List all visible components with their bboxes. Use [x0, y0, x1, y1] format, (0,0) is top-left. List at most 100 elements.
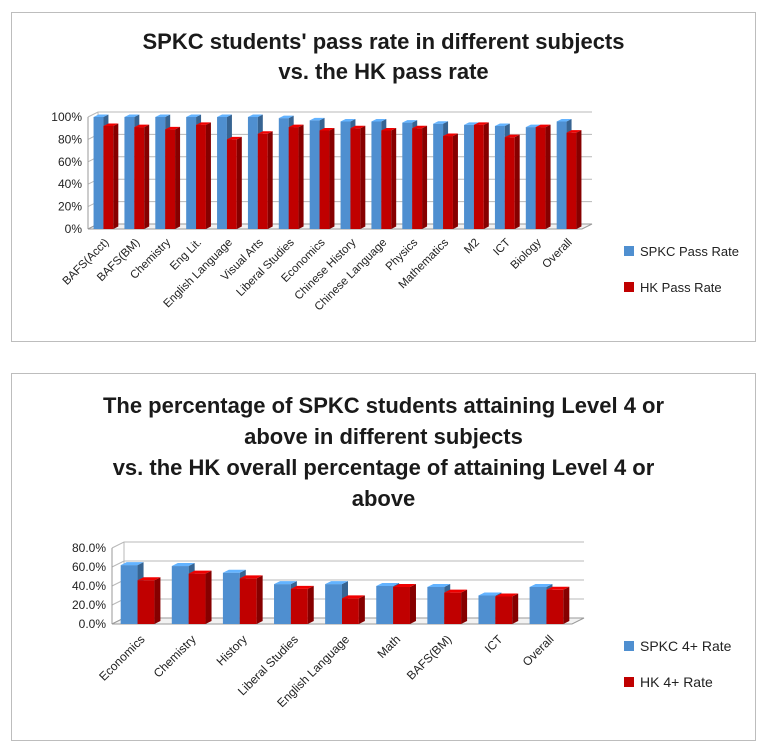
bar-front — [290, 588, 308, 624]
bar-top — [309, 117, 325, 121]
bar — [188, 570, 212, 624]
chart-legend: SPKC Pass Rate HK Pass Rate — [624, 241, 739, 313]
bar-side — [236, 136, 242, 229]
bar-side — [391, 127, 397, 229]
bar-top — [529, 583, 553, 587]
bar-front — [134, 127, 145, 229]
bar-top — [494, 123, 510, 126]
y-tick-label: 40% — [58, 177, 82, 191]
bar-top — [427, 583, 451, 587]
bar-top — [444, 589, 468, 593]
bar-front — [226, 139, 237, 229]
bar-top — [239, 575, 263, 579]
bar — [350, 125, 366, 229]
bar-top — [274, 581, 297, 585]
bar-front — [137, 580, 155, 624]
bar-front — [120, 565, 138, 624]
bar-side — [154, 577, 161, 624]
bar-front — [103, 125, 114, 229]
bar-front — [155, 117, 166, 229]
bar-top — [535, 124, 551, 128]
bar-top — [371, 118, 387, 122]
bar-front — [376, 586, 394, 624]
bar-front — [350, 128, 361, 229]
bar-top — [217, 114, 232, 117]
bar-front — [309, 120, 320, 229]
bar-front — [546, 589, 564, 624]
bar-front — [443, 136, 453, 229]
bar-side — [298, 124, 304, 229]
bar-front — [217, 117, 227, 229]
y-tick-label: 40.0% — [72, 579, 106, 593]
bar-front — [525, 127, 536, 229]
y-tick-label: 60.0% — [72, 560, 106, 574]
bar-top — [376, 583, 400, 586]
bar-front — [427, 586, 445, 624]
bar-top — [566, 130, 582, 133]
bar-front — [124, 117, 135, 229]
bar-top — [393, 583, 416, 587]
bar-front — [257, 133, 268, 229]
bar-side — [422, 125, 428, 229]
x-tick-label: Economics — [96, 632, 147, 683]
x-tick-label: BAFS(BM) — [404, 632, 454, 682]
bar-front — [381, 130, 392, 229]
bar — [257, 131, 273, 229]
y-tick-label: 80% — [58, 132, 82, 146]
bar-top — [186, 114, 202, 117]
bar-front — [504, 137, 515, 229]
bar-front — [371, 121, 382, 229]
bar-front — [535, 127, 546, 229]
bar-side — [514, 134, 520, 229]
bar-side — [205, 570, 212, 624]
bar-top — [278, 115, 294, 119]
bar — [342, 595, 365, 624]
x-tick-label: History — [214, 632, 250, 668]
bar-front — [222, 572, 240, 624]
bar — [546, 586, 570, 624]
bar-top — [525, 124, 541, 128]
bar-top — [478, 592, 502, 596]
bar — [393, 583, 416, 624]
y-tick-label: 0.0% — [79, 617, 107, 631]
bar-front — [566, 132, 577, 229]
bar-top — [93, 114, 109, 117]
bar-top — [350, 125, 366, 129]
bar — [288, 124, 304, 229]
bar-side — [175, 126, 181, 229]
bar-top — [325, 581, 348, 585]
bar-front — [319, 130, 330, 229]
y-tick-label: 0% — [65, 222, 83, 236]
bar-front — [464, 124, 474, 229]
bar-front — [340, 121, 351, 229]
chart-title-line: above in different subjects — [244, 424, 523, 449]
bar-top — [319, 127, 335, 131]
bar-front — [325, 584, 342, 624]
bar-side — [512, 593, 519, 624]
bar — [103, 123, 119, 229]
bar — [444, 589, 468, 624]
bar-top — [226, 136, 242, 140]
bar-side — [452, 133, 458, 229]
bar-front — [444, 592, 462, 624]
x-tick-label: Chemistry — [151, 632, 199, 680]
chart-title-line: vs. the HK overall percentage of attaini… — [112, 455, 655, 480]
bar — [137, 577, 161, 624]
bar-top — [137, 577, 161, 581]
bar-top — [433, 121, 449, 124]
bar — [443, 133, 458, 229]
gridline — [111, 541, 584, 549]
x-tick-label: ICT — [491, 237, 513, 259]
legend-item-hk: HK 4+ Rate — [624, 672, 731, 692]
bar-front — [239, 578, 257, 624]
bar-front — [288, 127, 299, 229]
bar-top — [134, 124, 150, 128]
bar-front — [494, 125, 505, 229]
bar-front — [402, 122, 413, 229]
bar — [495, 593, 519, 624]
chart-title-line: The percentage of SPKC students attainin… — [102, 393, 665, 418]
x-tick-label: ICT — [482, 632, 506, 656]
chart-title-line: above — [351, 486, 416, 511]
bar-top — [473, 122, 489, 125]
bar-front — [186, 117, 197, 229]
